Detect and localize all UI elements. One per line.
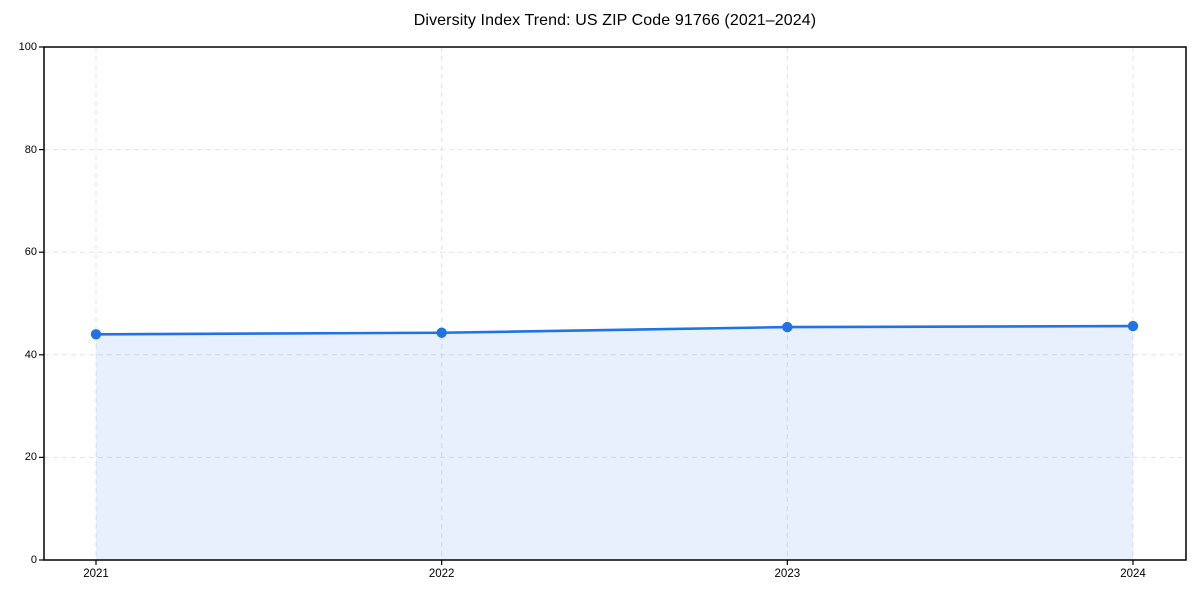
data-point-2024 xyxy=(1127,320,1139,332)
y-tick-label: 0 xyxy=(30,554,37,566)
y-tick-label: 60 xyxy=(24,246,37,259)
y-tick-label: 40 xyxy=(24,348,37,361)
y-tick-label: 100 xyxy=(18,41,37,53)
data-point-2023 xyxy=(782,321,793,333)
trend-line xyxy=(94,324,1135,336)
x-tick-label: 2021 xyxy=(83,568,109,580)
chart-title: Diversity Index Trend: US ZIP Code 91766… xyxy=(413,12,817,29)
data-point-2022 xyxy=(436,327,447,338)
y-tick-label: 20 xyxy=(24,451,37,464)
area-fill xyxy=(96,326,1133,560)
x-tick-label: 2024 xyxy=(1120,568,1146,580)
y-tick-label: 80 xyxy=(24,143,37,156)
x-tick-label: 2022 xyxy=(428,568,455,580)
data-point-2021 xyxy=(90,329,102,340)
plot-border xyxy=(43,46,1187,561)
x-tick-label: 2023 xyxy=(774,568,801,580)
